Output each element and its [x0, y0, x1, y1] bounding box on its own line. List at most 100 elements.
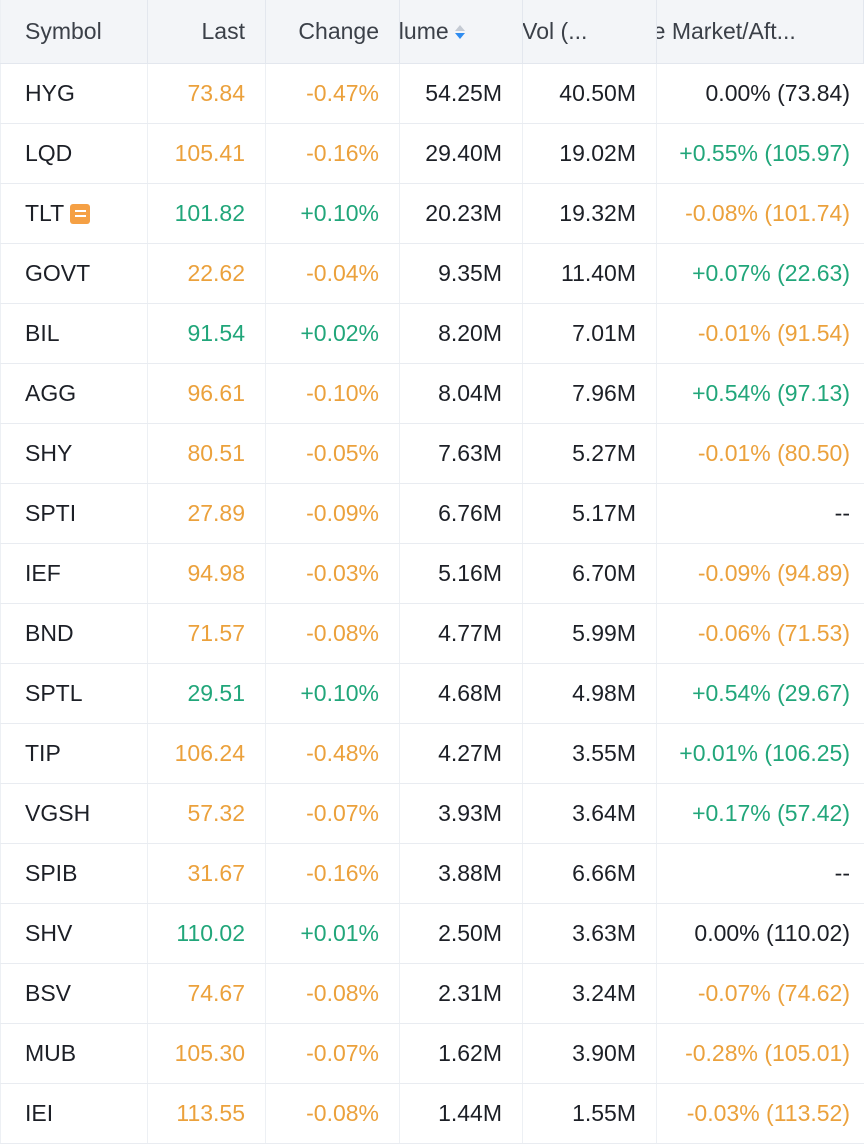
cell-symbol[interactable]: BIL: [0, 304, 148, 363]
cell-change-value: -0.07%: [306, 800, 379, 826]
cell-pre-market-value: -0.01% (80.50): [697, 440, 850, 466]
cell-pre-market: +0.55% (105.97): [657, 124, 864, 183]
table-body: HYG 73.84 -0.47% 54.25M 40.50M 0.00% (73.84) L…: [0, 64, 864, 1144]
header-avg-volume[interactable]: g Vol (...: [523, 0, 657, 63]
table-row[interactable]: HYG 73.84 -0.47% 54.25M 40.50M 0.00% (73.84): [0, 64, 864, 124]
header-last[interactable]: Last: [148, 0, 266, 63]
cell-change: -0.03%: [266, 544, 400, 603]
header-pre-market[interactable]: re Market/Aft...: [657, 0, 864, 63]
table-row[interactable]: BND 71.57 -0.08% 4.77M 5.99M -0.06% (71.53): [0, 604, 864, 664]
table-row[interactable]: GOVT 22.62 -0.04% 9.35M 11.40M +0.07% (22.63): [0, 244, 864, 304]
cell-last-value: 27.89: [187, 500, 245, 526]
cell-pre-market: --: [657, 484, 864, 543]
cell-pre-market-value: +0.17% (57.42): [692, 800, 850, 826]
cell-avg-volume: 7.01M: [523, 304, 657, 363]
cell-symbol[interactable]: AGG: [0, 364, 148, 423]
cell-symbol[interactable]: IEF: [0, 544, 148, 603]
table-row[interactable]: AGG 96.61 -0.10% 8.04M 7.96M +0.54% (97.13): [0, 364, 864, 424]
cell-symbol[interactable]: IEI: [0, 1084, 148, 1143]
cell-avg-volume-value: 1.55M: [572, 1100, 636, 1126]
sort-descending-icon[interactable]: [454, 24, 465, 39]
cell-avg-volume-value: 3.64M: [572, 800, 636, 826]
cell-last-value: 71.57: [187, 620, 245, 646]
cell-change-value: -0.47%: [306, 80, 379, 106]
cell-symbol[interactable]: SHY: [0, 424, 148, 483]
table-row[interactable]: SPTL 29.51 +0.10% 4.68M 4.98M +0.54% (29.67): [0, 664, 864, 724]
cell-avg-volume: 4.98M: [523, 664, 657, 723]
cell-avg-volume-value: 3.63M: [572, 920, 636, 946]
cell-volume: 2.50M: [400, 904, 523, 963]
cell-symbol[interactable]: SPTI: [0, 484, 148, 543]
cell-change-value: +0.10%: [300, 200, 379, 226]
table-row[interactable]: IEI 113.55 -0.08% 1.44M 1.55M -0.03% (113.52): [0, 1084, 864, 1144]
cell-last-value: 101.82: [174, 200, 245, 226]
cell-symbol[interactable]: SPIB: [0, 844, 148, 903]
cell-last-value: 91.54: [187, 320, 245, 346]
cell-avg-volume-value: 4.98M: [572, 680, 636, 706]
cell-change-value: -0.08%: [306, 1100, 379, 1126]
cell-change-value: -0.03%: [306, 560, 379, 586]
table-row[interactable]: VGSH 57.32 -0.07% 3.93M 3.64M +0.17% (57.42): [0, 784, 864, 844]
cell-volume-value: 8.20M: [438, 320, 502, 346]
table-row[interactable]: TLT 101.82 +0.10% 20.23M 19.32M -0.08% (101.7…: [0, 184, 864, 244]
table-row[interactable]: IEF 94.98 -0.03% 5.16M 6.70M -0.09% (94.89): [0, 544, 864, 604]
table-row[interactable]: SPTI 27.89 -0.09% 6.76M 5.17M --: [0, 484, 864, 544]
cell-symbol[interactable]: MUB: [0, 1024, 148, 1083]
cell-symbol[interactable]: SPTL: [0, 664, 148, 723]
cell-avg-volume-value: 40.50M: [559, 80, 636, 106]
cell-volume: 3.93M: [400, 784, 523, 843]
cell-pre-market: -0.06% (71.53): [657, 604, 864, 663]
cell-pre-market: +0.54% (97.13): [657, 364, 864, 423]
cell-pre-market-value: -0.01% (91.54): [697, 320, 850, 346]
cell-volume: 8.20M: [400, 304, 523, 363]
cell-symbol[interactable]: TLT: [0, 184, 148, 243]
cell-change-value: -0.07%: [306, 1040, 379, 1066]
cell-symbol[interactable]: TIP: [0, 724, 148, 783]
cell-symbol[interactable]: VGSH: [0, 784, 148, 843]
cell-change-value: -0.08%: [306, 980, 379, 1006]
table-row[interactable]: TIP 106.24 -0.48% 4.27M 3.55M +0.01% (106.25): [0, 724, 864, 784]
cell-symbol[interactable]: HYG: [0, 64, 148, 123]
cell-change: -0.16%: [266, 844, 400, 903]
cell-volume: 29.40M: [400, 124, 523, 183]
cell-change-value: -0.16%: [306, 140, 379, 166]
cell-change: +0.10%: [266, 184, 400, 243]
cell-last: 96.61: [148, 364, 266, 423]
header-symbol[interactable]: Symbol: [0, 0, 148, 63]
header-volume-label: olume: [400, 18, 449, 44]
cell-symbol-value: TLT: [25, 200, 65, 226]
header-volume[interactable]: olume: [400, 0, 523, 63]
cell-last: 31.67: [148, 844, 266, 903]
cell-change-value: +0.02%: [300, 320, 379, 346]
table-header: Symbol Last Change olume g Vol (... re M…: [0, 0, 864, 64]
cell-symbol[interactable]: BSV: [0, 964, 148, 1023]
cell-pre-market: -0.01% (91.54): [657, 304, 864, 363]
table-row[interactable]: MUB 105.30 -0.07% 1.62M 3.90M -0.28% (105.01): [0, 1024, 864, 1084]
cell-symbol[interactable]: BND: [0, 604, 148, 663]
cell-last: 80.51: [148, 424, 266, 483]
cell-volume: 3.88M: [400, 844, 523, 903]
cell-last-value: 22.62: [187, 260, 245, 286]
cell-symbol[interactable]: GOVT: [0, 244, 148, 303]
table-row[interactable]: SHV 110.02 +0.01% 2.50M 3.63M 0.00% (110.02): [0, 904, 864, 964]
news-icon[interactable]: [70, 203, 91, 224]
cell-volume-value: 1.44M: [438, 1100, 502, 1126]
cell-change: +0.10%: [266, 664, 400, 723]
header-change[interactable]: Change: [266, 0, 400, 63]
table-row[interactable]: BSV 74.67 -0.08% 2.31M 3.24M -0.07% (74.62): [0, 964, 864, 1024]
table-row[interactable]: SPIB 31.67 -0.16% 3.88M 6.66M --: [0, 844, 864, 904]
cell-symbol[interactable]: LQD: [0, 124, 148, 183]
cell-symbol[interactable]: SHV: [0, 904, 148, 963]
cell-last-value: 57.32: [187, 800, 245, 826]
header-pre-market-label: re Market/Aft...: [657, 18, 796, 44]
cell-last: 71.57: [148, 604, 266, 663]
cell-change-value: -0.16%: [306, 860, 379, 886]
cell-volume-value: 4.77M: [438, 620, 502, 646]
table-row[interactable]: SHY 80.51 -0.05% 7.63M 5.27M -0.01% (80.50): [0, 424, 864, 484]
table-row[interactable]: BIL 91.54 +0.02% 8.20M 7.01M -0.01% (91.54): [0, 304, 864, 364]
cell-last: 73.84: [148, 64, 266, 123]
table-row[interactable]: LQD 105.41 -0.16% 29.40M 19.02M +0.55% (105.9…: [0, 124, 864, 184]
cell-pre-market-value: --: [834, 860, 850, 886]
header-symbol-label: Symbol: [25, 18, 102, 44]
cell-change: -0.08%: [266, 604, 400, 663]
